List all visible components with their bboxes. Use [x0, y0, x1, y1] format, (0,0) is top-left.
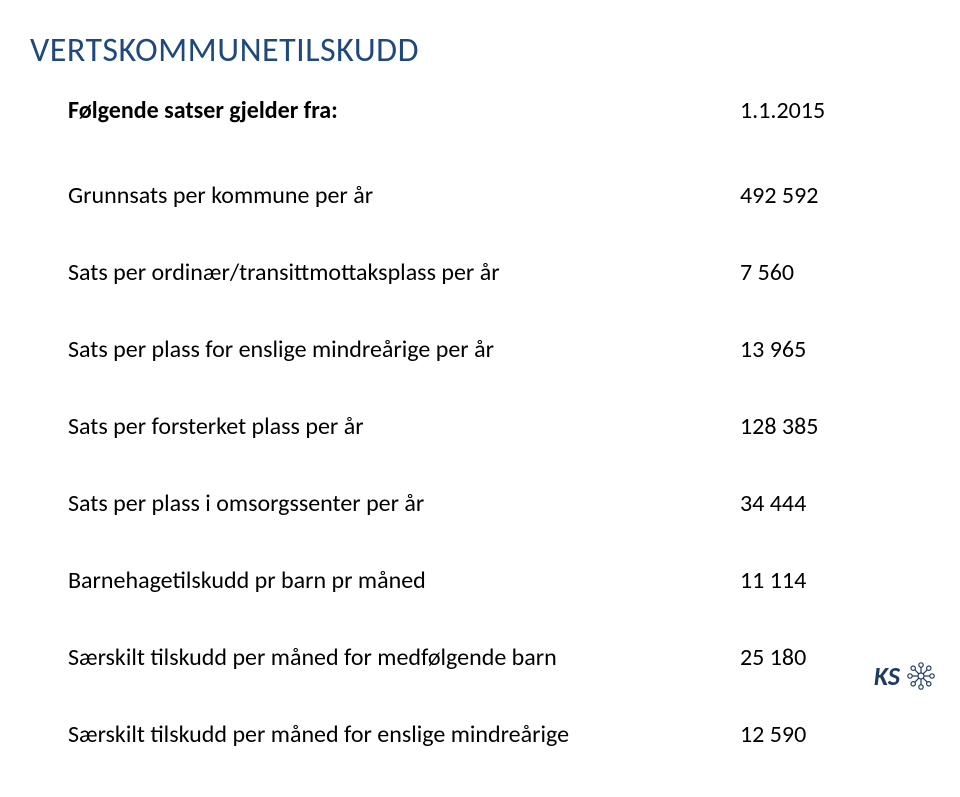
page-title: VERTSKOMMUNETILSKUDD — [30, 30, 900, 71]
row-value: 12 590 — [740, 720, 900, 749]
logo-text: KS — [874, 660, 900, 692]
content-table: Følgende satser gjelder fra: Grunnsats p… — [30, 96, 900, 797]
row-value: 492 592 — [740, 181, 900, 210]
ks-logo: KS — [874, 660, 936, 692]
row-label: Sats per ordinær/transittmottaksplass pe… — [30, 258, 700, 287]
gear-icon — [906, 661, 936, 691]
row-label: Grunnsats per kommune per år — [30, 181, 700, 210]
row-value: 128 385 — [740, 412, 900, 441]
labels-column: Følgende satser gjelder fra: Grunnsats p… — [30, 96, 740, 797]
header-value: 1.1.2015 — [740, 96, 900, 125]
row-label: Særskilt tilskudd per måned for medfølge… — [30, 643, 700, 672]
row-label: Barnehagetilskudd pr barn pr måned — [30, 566, 700, 595]
row-value: 34 444 — [740, 489, 900, 518]
row-label: Særskilt tilskudd per måned for enslige … — [30, 720, 700, 749]
row-value: 7 560 — [740, 258, 900, 287]
row-label: Sats per plass i omsorgssenter per år — [30, 489, 700, 518]
row-value: 13 965 — [740, 335, 900, 364]
row-value: 11 114 — [740, 566, 900, 595]
row-label: Sats per forsterket plass per år — [30, 412, 700, 441]
row-label: Sats per plass for enslige mindreårige p… — [30, 335, 700, 364]
header-label: Følgende satser gjelder fra: — [30, 96, 700, 125]
